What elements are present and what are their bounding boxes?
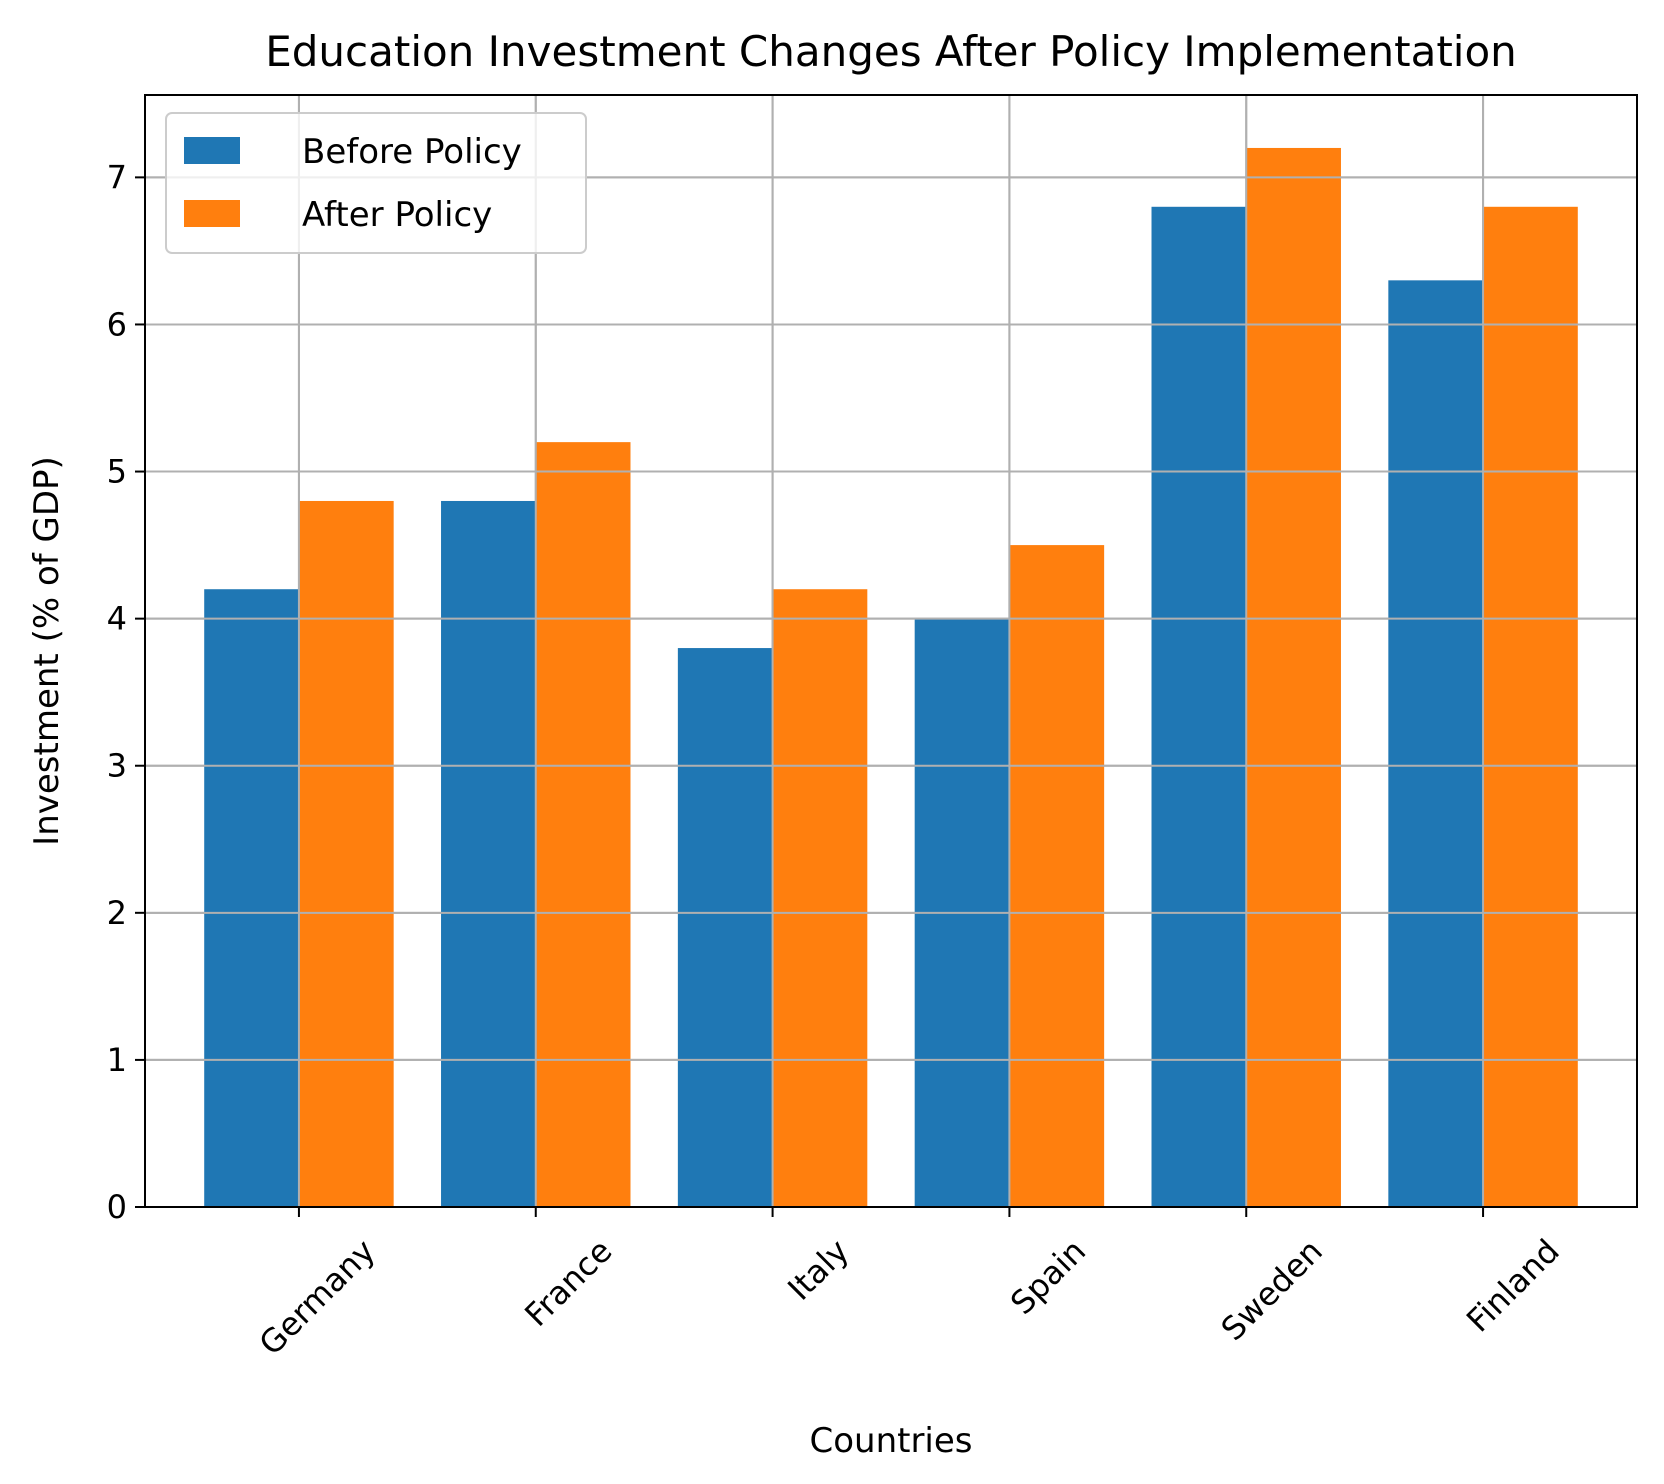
bar-before-policy-sweden xyxy=(1151,206,1247,1208)
bar-after-policy-france xyxy=(535,442,631,1207)
legend-label-before-policy: Before Policy xyxy=(302,132,522,172)
legend: Before Policy After Policy xyxy=(165,112,587,254)
bar-before-policy-finland xyxy=(1388,280,1484,1207)
y-tick-label: 6 xyxy=(107,305,127,343)
y-tick-label: 1 xyxy=(107,1041,127,1079)
chart-title: Education Investment Changes After Polic… xyxy=(265,27,1517,76)
bar-after-policy-spain xyxy=(1009,545,1105,1207)
legend-label-after-policy: After Policy xyxy=(302,195,492,235)
y-ticks: 0 1 2 3 4 5 6 7 xyxy=(107,158,145,1226)
y-tick-label: 5 xyxy=(107,453,127,491)
bar-after-policy-finland xyxy=(1483,206,1578,1208)
legend-box xyxy=(165,112,587,254)
legend-swatch-after-policy xyxy=(184,200,240,227)
y-tick-label: 4 xyxy=(107,600,127,638)
bar-after-policy-italy xyxy=(772,589,868,1207)
y-tick-label: 7 xyxy=(107,158,127,196)
legend-swatch-before-policy xyxy=(184,137,240,164)
bar-before-policy-germany xyxy=(204,589,299,1207)
bars xyxy=(145,95,1637,1208)
bar-before-policy-italy xyxy=(677,648,773,1207)
axes-frame xyxy=(144,94,1638,1208)
y-tick-label: 2 xyxy=(107,894,127,932)
x-axis-label: Countries xyxy=(809,1421,972,1461)
y-tick-label: 0 xyxy=(107,1188,127,1226)
bar-before-policy-france xyxy=(441,500,536,1207)
y-axis-label: Investment (% of GDP) xyxy=(27,456,67,846)
bar-after-policy-sweden xyxy=(1246,147,1341,1207)
bar-after-policy-germany xyxy=(298,500,394,1207)
y-tick-label: 3 xyxy=(107,747,127,785)
